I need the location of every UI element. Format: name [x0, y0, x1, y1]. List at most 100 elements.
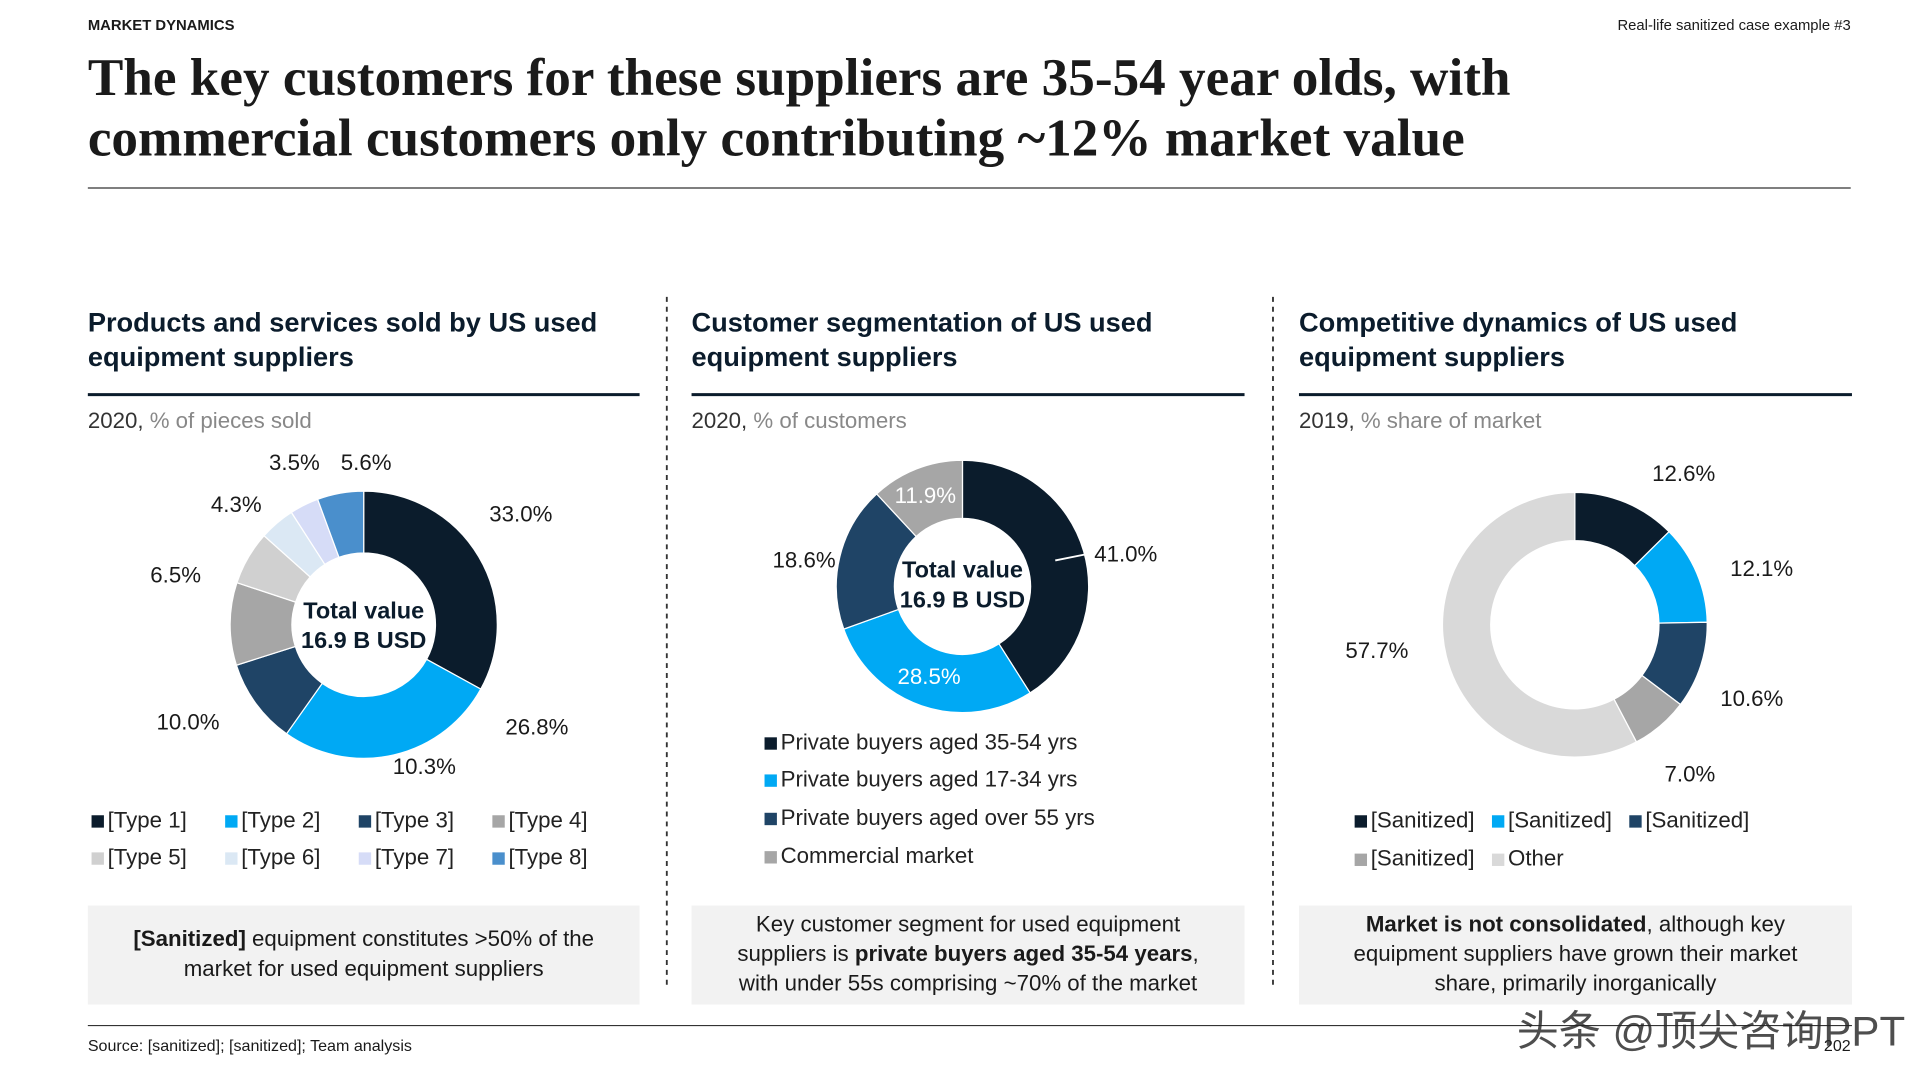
- chart-title: equipment suppliers: [1299, 341, 1565, 372]
- watermark: 头条 @顶尖咨询PPT: [1517, 1007, 1905, 1054]
- donut-slice: [875, 459, 964, 538]
- legend-label: [Type 1]: [108, 807, 187, 832]
- center-label: Total value: [303, 598, 424, 624]
- donut-slice: [961, 459, 1090, 694]
- donut-slice: [316, 490, 365, 559]
- chart-title: equipment suppliers: [692, 341, 958, 372]
- donut-slice: [1441, 491, 1638, 758]
- center-label: Total value: [902, 557, 1023, 583]
- legend-swatch: [91, 815, 104, 828]
- note-text: with under 55s comprising ~70% of the ma…: [738, 971, 1198, 996]
- chart-subtitle: 2019, % share of market: [1299, 408, 1542, 433]
- chart-title: equipment suppliers: [88, 341, 354, 372]
- legend-label: [Type 8]: [508, 844, 587, 869]
- legend-label: Commercial market: [781, 843, 975, 868]
- data-label: 57.7%: [1345, 638, 1408, 663]
- note-text: [Sanitized] equipment constitutes >50% o…: [133, 926, 594, 951]
- data-label: 4.3%: [211, 492, 262, 517]
- subtitle-year: 2020,: [88, 408, 144, 433]
- legend-swatch: [1491, 815, 1505, 828]
- chart-subtitle: 2020, % of customers: [692, 408, 907, 433]
- data-label: 41.0%: [1094, 541, 1157, 566]
- data-label: 33.0%: [489, 502, 552, 527]
- legend-label: [Sanitized]: [1645, 807, 1749, 832]
- note-text: share, primarily inorganically: [1434, 971, 1717, 996]
- note-text: suppliers is private buyers aged 35-54 y…: [737, 941, 1198, 966]
- data-label: 11.9%: [895, 483, 956, 508]
- data-label: 10.3%: [393, 754, 456, 779]
- chart-title: Competitive dynamics of US used: [1299, 306, 1737, 337]
- center-label: 16.9 B USD: [900, 586, 1025, 612]
- subtitle-year: 2020,: [692, 408, 748, 433]
- legend-swatch: [358, 852, 372, 865]
- legend-label: [Type 5]: [108, 844, 187, 869]
- legend-swatch: [358, 815, 372, 828]
- note-text: Market is not consolidated, although key: [1366, 911, 1786, 936]
- chart-title: Products and services sold by US used: [88, 306, 597, 337]
- data-label: 6.5%: [150, 562, 201, 587]
- legend-swatch: [764, 774, 777, 787]
- legend-swatch: [225, 852, 238, 865]
- slide-title: commercial customers only contributing ~…: [88, 109, 1465, 168]
- leader-line: [1055, 553, 1087, 562]
- subtitle-year: 2019,: [1299, 408, 1355, 433]
- note-run: , although key: [1647, 911, 1786, 936]
- section-label: MARKET DYNAMICS: [88, 18, 235, 34]
- note-run: equipment constitutes >50% of the: [246, 926, 594, 951]
- note-run: market for used equipment suppliers: [184, 956, 544, 981]
- note-run: with under 55s comprising ~70% of the ma…: [738, 971, 1198, 996]
- legend-swatch: [492, 852, 505, 865]
- data-label: 26.8%: [505, 715, 568, 740]
- legend-label: Private buyers aged 35-54 yrs: [781, 729, 1078, 754]
- note-run: Market is not consolidated: [1366, 911, 1647, 936]
- subtitle-unit: % of customers: [753, 408, 906, 433]
- note-text: market for used equipment suppliers: [184, 956, 544, 981]
- note-run: share, primarily inorganically: [1434, 971, 1717, 996]
- chart-title: Customer segmentation of US used: [692, 306, 1153, 337]
- subtitle-unit: % share of market: [1361, 408, 1542, 433]
- data-label: 18.6%: [773, 548, 836, 573]
- data-label: 12.6%: [1652, 461, 1715, 486]
- note-text: Key customer segment for used equipment: [756, 911, 1181, 936]
- donut-slice: [363, 490, 498, 690]
- legend-label: Private buyers aged 17-34 yrs: [781, 766, 1078, 791]
- note-text: equipment suppliers have grown their mar…: [1353, 941, 1798, 966]
- note-run: private buyers aged 35-54 years: [855, 941, 1193, 966]
- data-label: 28.5%: [898, 664, 961, 689]
- note-run: suppliers is: [737, 941, 854, 966]
- subtitle-unit: % of pieces sold: [150, 408, 312, 433]
- note-run: ,: [1193, 941, 1199, 966]
- legend-swatch: [1354, 815, 1368, 828]
- legend-swatch: [764, 851, 777, 864]
- donut-slice: [285, 658, 482, 759]
- data-label: 3.5%: [269, 450, 320, 475]
- legend-swatch: [764, 737, 777, 750]
- legend-swatch: [225, 815, 238, 828]
- case-tag: Real-life sanitized case example #3: [1617, 18, 1850, 34]
- data-label: 5.6%: [341, 450, 392, 475]
- note-box: [87, 905, 640, 1005]
- legend-swatch: [91, 852, 104, 865]
- chart-subtitle: 2020, % of pieces sold: [88, 408, 312, 433]
- data-label: 12.1%: [1730, 556, 1793, 581]
- note-box: [691, 905, 1245, 1005]
- legend-label: Other: [1508, 846, 1564, 871]
- legend-label: [Type 3]: [375, 807, 454, 832]
- source: Source: [sanitized]; [sanitized]; Team a…: [88, 1037, 412, 1055]
- data-label: 10.0%: [156, 710, 219, 735]
- legend-swatch: [1354, 853, 1368, 866]
- note-run: Key customer segment for used equipment: [756, 911, 1181, 936]
- legend-swatch: [764, 812, 777, 826]
- note-run: equipment suppliers have grown their mar…: [1353, 941, 1798, 966]
- donut-slice: [842, 608, 1031, 714]
- legend-swatch: [1491, 853, 1505, 866]
- legend-label: [Type 2]: [241, 807, 320, 832]
- legend-label: [Sanitized]: [1508, 807, 1612, 832]
- legend-label: [Sanitized]: [1371, 807, 1475, 832]
- data-label: 7.0%: [1665, 762, 1716, 787]
- legend-label: Private buyers aged over 55 yrs: [781, 805, 1095, 830]
- note-box: [1298, 905, 1852, 1005]
- center-label: 16.9 B USD: [301, 627, 426, 653]
